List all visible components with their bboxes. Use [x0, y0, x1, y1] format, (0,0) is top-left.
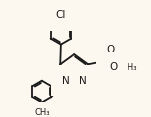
Text: N: N	[79, 76, 87, 86]
Text: CH₃: CH₃	[34, 108, 50, 117]
Text: O: O	[106, 45, 114, 55]
Text: N: N	[62, 76, 69, 86]
Text: O: O	[109, 62, 117, 72]
Text: Cl: Cl	[56, 10, 66, 20]
Text: CH₃: CH₃	[121, 63, 137, 72]
